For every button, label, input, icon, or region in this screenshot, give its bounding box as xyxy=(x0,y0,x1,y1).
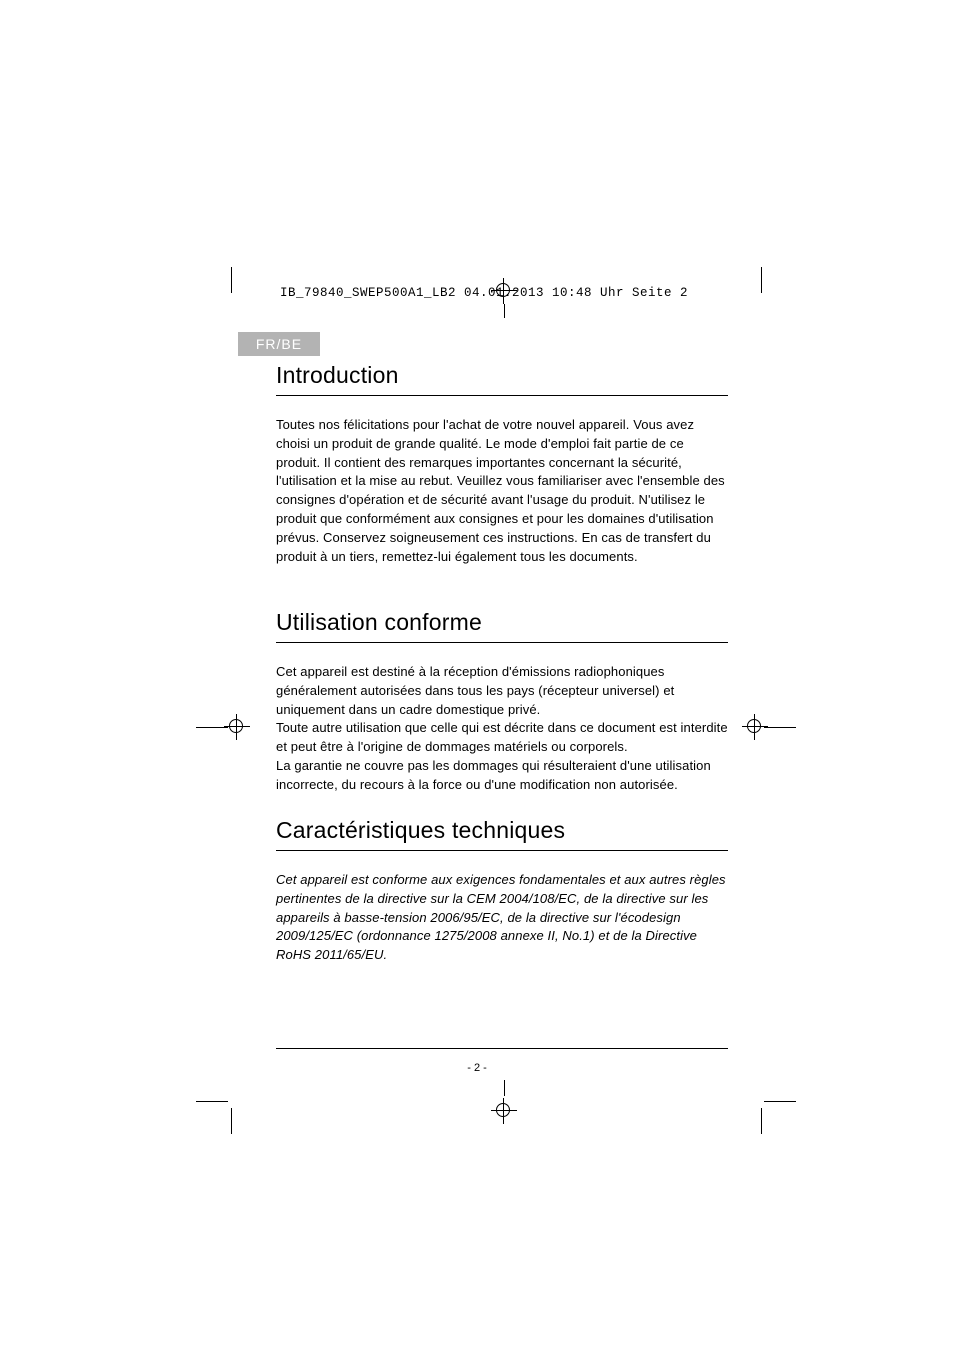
section-specs: Caractéristiques techniques Cet appareil… xyxy=(276,817,728,965)
heading-usage: Utilisation conforme xyxy=(276,609,728,643)
crop-tick-bottom-left-v xyxy=(231,1108,232,1134)
crop-tick-top-right xyxy=(761,267,762,293)
crop-hair-left xyxy=(196,727,228,728)
heading-introduction: Introduction xyxy=(276,362,728,396)
registration-mark-bottom xyxy=(491,1098,517,1124)
footer-rule xyxy=(276,1048,728,1049)
crop-tick-bottom-right-h xyxy=(764,1101,796,1102)
language-tab: FR/BE xyxy=(238,332,320,356)
crop-hair-top-center xyxy=(504,304,505,318)
crop-tick-top-left xyxy=(231,267,232,293)
page-number: - 2 - xyxy=(0,1062,954,1074)
body-specs: Cet appareil est conforme aux exigences … xyxy=(276,871,728,965)
body-usage: Cet appareil est destiné à la réception … xyxy=(276,663,728,795)
crop-tick-bottom-left-h xyxy=(196,1101,228,1102)
language-tab-text: FR/BE xyxy=(256,336,302,352)
heading-specs: Caractéristiques techniques xyxy=(276,817,728,851)
body-introduction: Toutes nos félicitations pour l'achat de… xyxy=(276,416,728,566)
print-header-text: IB_79840_SWEP500A1_LB2 04.01.2013 10:48 … xyxy=(280,286,692,300)
section-usage: Utilisation conforme Cet appareil est de… xyxy=(276,609,728,795)
crop-hair-right xyxy=(764,727,796,728)
section-introduction: Introduction Toutes nos félicitations po… xyxy=(276,362,728,566)
crop-tick-bottom-right-v xyxy=(761,1108,762,1134)
crop-hair-bottom-center xyxy=(504,1080,505,1096)
page: IB_79840_SWEP500A1_LB2 04.01.2013 10:48 … xyxy=(0,0,954,1350)
registration-mark-top xyxy=(491,278,517,304)
